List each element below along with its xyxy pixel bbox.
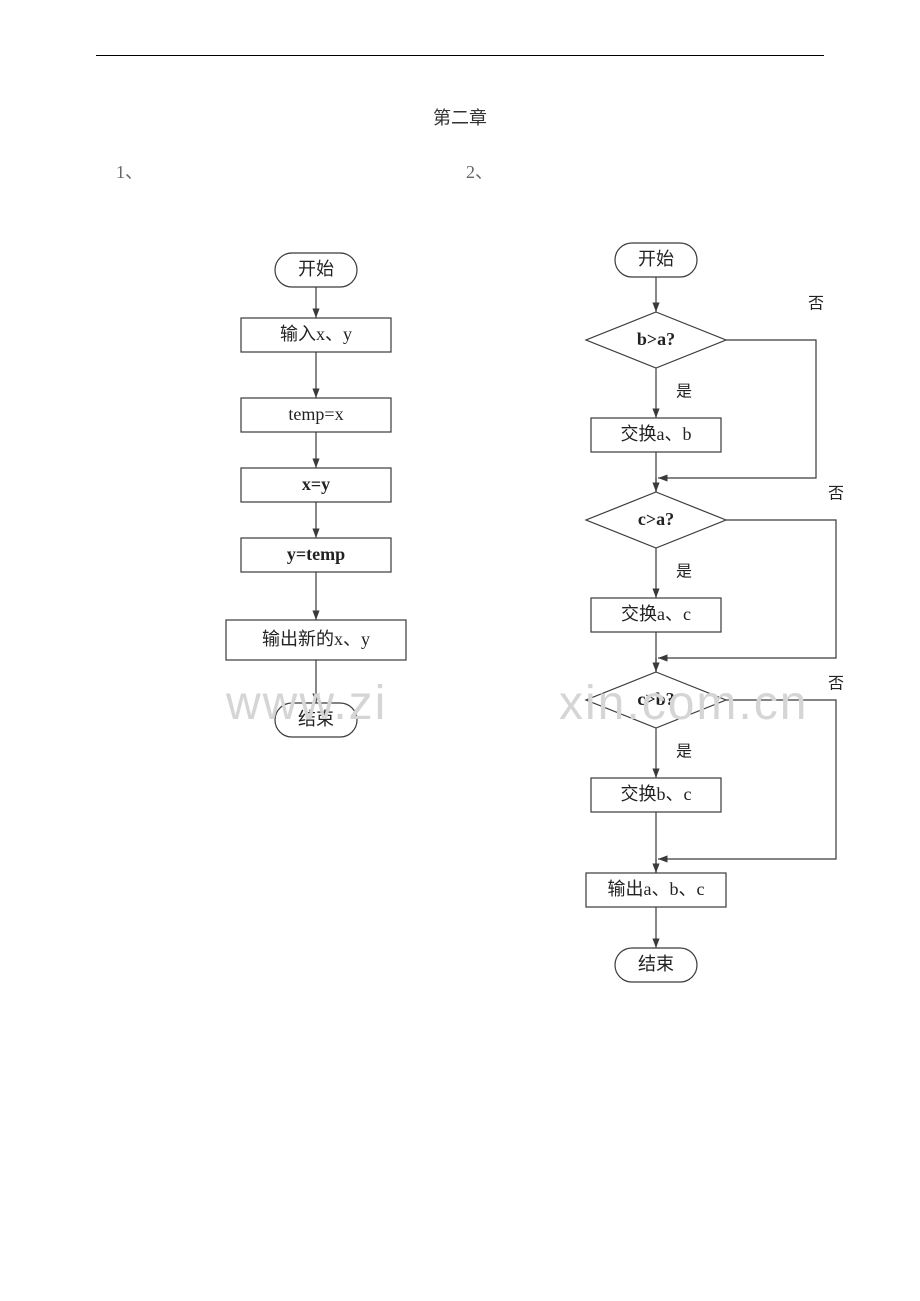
svg-text:结束: 结束 — [638, 954, 674, 974]
svg-text:是: 是 — [676, 384, 692, 401]
svg-text:c>b?: c>b? — [637, 689, 674, 709]
question-1-label: 1、 — [116, 158, 143, 184]
svg-text:否: 否 — [828, 676, 844, 693]
svg-text:交换b、c: 交换b、c — [621, 784, 692, 804]
svg-text:是: 是 — [676, 564, 692, 581]
svg-text:开始: 开始 — [638, 249, 674, 269]
svg-text:交换a、c: 交换a、c — [621, 604, 691, 624]
chapter-title: 第二章 — [96, 56, 824, 130]
svg-text:输出a、b、c: 输出a、b、c — [608, 879, 705, 899]
svg-text:否: 否 — [828, 486, 844, 503]
svg-text:交换a、b: 交换a、b — [621, 424, 692, 444]
svg-text:b>a?: b>a? — [637, 329, 675, 349]
flowchart-2: 开始b>a?交换a、bc>a?交换a、cc>b?交换b、c输出a、b、c结束是是… — [96, 190, 876, 1090]
svg-text:c>a?: c>a? — [638, 509, 674, 529]
question-2-label: 2、 — [466, 158, 493, 184]
svg-text:是: 是 — [676, 744, 692, 761]
svg-text:否: 否 — [808, 296, 824, 313]
